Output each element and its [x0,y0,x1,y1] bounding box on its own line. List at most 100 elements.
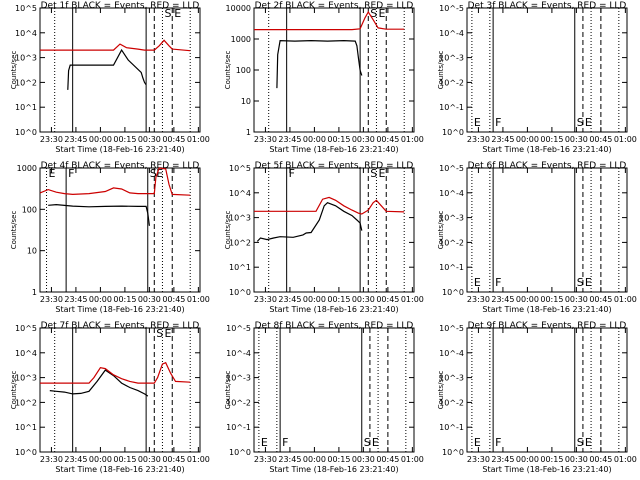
y-tick-label: 10^-1 [439,263,464,272]
y-tick-label: 10 [241,97,251,106]
event-marker-label: E [174,7,181,20]
series-line-events [256,202,363,242]
y-axis-label: Counts/sec [224,371,232,410]
y-tick-label: 10000 [226,4,251,13]
event-marker-label: E [164,327,171,340]
event-marker-label: S [164,7,171,20]
x-tick-label: 23:45 [278,455,301,464]
x-tick-label: 23:30 [254,135,277,144]
x-tick-label: 00:45 [162,455,185,464]
y-tick-label: 100 [236,66,251,75]
y-tick-label: 10^2 [15,78,37,87]
y-axis-label: Counts/sec [437,211,445,250]
panel-det-1: Det 1f BLACK = Events, RED = LLD 10^0 10^1… [10,1,210,154]
x-axis-label: Start Time (18-Feb-16 23:21:40) [269,305,398,314]
event-marker-label: S [364,436,371,449]
chart-title: Det 1f BLACK = Events, RED = LLD [41,1,200,11]
series-line-lld [40,361,191,384]
event-marker-label: E [261,436,268,449]
event-marker-label: S [370,7,377,20]
x-axis-label: Start Time (18-Feb-16 23:21:40) [55,465,184,474]
y-axis-label: Counts/sec [437,51,445,90]
y-tick-label: 10^-4 [439,189,464,198]
x-tick-label: 00:15 [113,455,136,464]
event-marker-label: E [474,436,481,449]
x-axis-label: Start Time (18-Feb-16 23:21:40) [482,465,611,474]
event-marker-label: F [68,167,74,180]
x-tick-label: 00:00 [89,295,112,304]
y-axis-label: Counts/sec [10,51,18,90]
plot-frame [253,327,415,453]
panel-det-6: Det 6f BLACK = Events, RED = LLD 10^0 10^-… [437,161,637,314]
x-tick-label: 00:30 [138,135,161,144]
event-marker-label: S [577,276,584,289]
x-tick-label: 23:45 [64,455,87,464]
y-tick-label: 1000 [231,35,251,44]
x-tick-label: 01:00 [187,135,210,144]
x-tick-label: 23:45 [491,135,514,144]
event-marker-label: S [150,167,157,180]
y-axis-label: Counts/sec [224,211,232,250]
y-axis-label: Counts/sec [224,51,232,90]
x-tick-label: 00:15 [540,295,563,304]
y-tick-label: 10^-5 [439,164,464,173]
event-marker-label: F [495,436,501,449]
x-axis-label: Start Time (18-Feb-16 23:21:40) [55,145,184,154]
x-tick-label: 01:00 [187,455,210,464]
event-marker-label: E [372,436,379,449]
series-line-lld [40,39,191,52]
y-tick-label: 1 [246,128,251,137]
chart-title: Det 7f BLACK = Events, RED = LLD [41,321,200,331]
y-tick-label: 10^-4 [439,349,464,358]
y-tick-label: 10^0 [442,288,464,297]
event-marker-label: S [577,436,584,449]
x-axis-label: Start Time (18-Feb-16 23:21:40) [269,145,398,154]
x-tick-label: 23:45 [491,295,514,304]
y-tick-label: 1 [32,288,37,297]
x-tick-label: 00:30 [352,295,375,304]
x-axis-label: Start Time (18-Feb-16 23:21:40) [55,305,184,314]
y-tick-label: 10^1 [15,423,37,432]
x-tick-label: 23:45 [278,295,301,304]
x-tick-label: 00:00 [89,135,112,144]
y-tick-label: 10^0 [229,288,251,297]
chart-title: Det 8f BLACK = Events, RED = LLD [255,321,414,331]
event-marker-label: E [585,116,592,129]
y-tick-label: 10^-4 [226,349,251,358]
x-tick-label: 00:15 [327,135,350,144]
chart-title: Det 4f BLACK = Events, RED = LLD [41,161,200,171]
series-line-events [48,203,150,226]
plot-frame [39,7,201,133]
y-tick-label: 10^4 [15,349,37,358]
panel-det-4: Det 4f BLACK = Events, RED = LLD 1 10 100 10… [10,161,210,314]
x-tick-label: 00:00 [516,455,539,464]
y-tick-label: 10^-5 [439,324,464,333]
y-tick-label: 10^-1 [226,423,251,432]
y-tick-label: 10^-2 [439,238,464,247]
x-tick-label: 00:30 [565,135,588,144]
y-axis-label: Counts/sec [10,371,18,410]
event-marker-label: F [282,436,288,449]
plot-frame [466,327,628,453]
y-tick-label: 10 [27,247,37,256]
event-marker-label: E [585,276,592,289]
chart-title: Det 6f BLACK = Events, RED = LLD [468,161,627,171]
plot-frame [466,167,628,293]
x-tick-label: 00:00 [303,455,326,464]
event-marker-label: E [156,167,163,180]
x-tick-label: 00:45 [589,135,612,144]
x-tick-label: 00:15 [327,455,350,464]
event-marker-label: S [577,116,584,129]
plot-frame [39,327,201,453]
chart-title: Det 2f BLACK = Events, RED = LLD [255,1,414,11]
panel-det-2: Det 2f BLACK = Events, RED = LLD 1 10 100 10… [224,1,424,154]
series-line-events [276,39,363,89]
y-tick-label: 10^-3 [439,214,464,223]
x-tick-label: 23:45 [64,135,87,144]
x-tick-label: 00:00 [89,455,112,464]
x-tick-label: 00:45 [162,135,185,144]
y-tick-label: 10^4 [15,29,37,38]
x-tick-label: 00:15 [540,135,563,144]
x-tick-label: 01:00 [401,455,424,464]
